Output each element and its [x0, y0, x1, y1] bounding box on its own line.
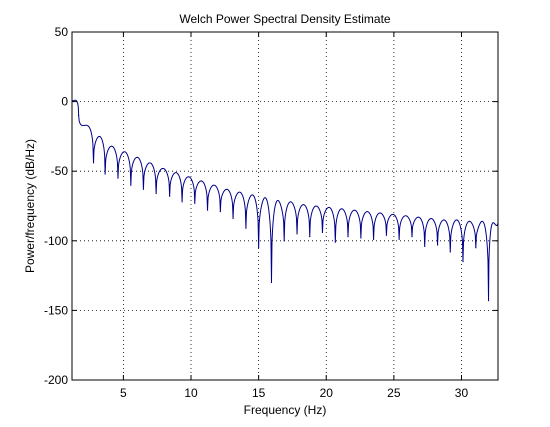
spectral-null-point [104, 173, 106, 175]
y-tick-label: -100 [44, 234, 68, 248]
y-tick-label: -150 [44, 303, 68, 317]
spectral-null-point [347, 236, 349, 238]
tick-marks [72, 31, 498, 381]
spectral-null-point [155, 192, 157, 195]
y-axis-label: Power/frequency (dB/Hz) [23, 139, 37, 273]
spectral-null-point [475, 247, 477, 249]
spectral-null-point [283, 240, 285, 242]
spectral-null-point [169, 195, 171, 197]
plot-frame [71, 31, 499, 381]
spectral-null-point [424, 245, 426, 247]
x-tick-label: 15 [252, 386, 266, 400]
spectral-null-point [385, 234, 388, 236]
spectral-null-point [487, 300, 490, 302]
spectral-null-point [117, 177, 119, 179]
series-group [71, 99, 499, 302]
plot-area [72, 32, 498, 380]
spectral-null-point [194, 202, 196, 204]
y-tick-label: 50 [55, 25, 69, 39]
spectral-null-point [321, 231, 324, 234]
spectral-null-point [232, 217, 234, 220]
y-tick-label: -200 [44, 373, 68, 387]
spectral-null-point [219, 210, 221, 213]
spectral-null-point [372, 238, 375, 241]
spectral-null-point [142, 188, 145, 190]
spectral-null-point [411, 236, 413, 238]
spectral-null-point [270, 281, 273, 284]
spectral-null-point [309, 236, 311, 238]
spectral-null-point [334, 241, 336, 243]
x-tick-label: 20 [320, 386, 334, 400]
x-tick-label: 10 [184, 386, 198, 400]
grid-lines [72, 32, 498, 380]
spectral-null-point [92, 162, 95, 164]
tick-labels: 5 10 15 20 25 30 50 0 -50 -100 -150 -200 [44, 25, 469, 400]
spectral-null-point [462, 261, 464, 263]
y-tick-label: -50 [51, 164, 69, 178]
spectral-null-point [436, 244, 439, 246]
spectral-null-point [206, 209, 209, 211]
spectral-null-point [181, 201, 183, 203]
x-tick-label: 25 [387, 386, 401, 400]
y-tick-label: 0 [61, 95, 68, 109]
spectral-null-point [245, 227, 247, 229]
x-tick-label: 30 [455, 386, 469, 400]
x-tick-label: 5 [120, 386, 127, 400]
spectral-null-point [398, 238, 400, 241]
spectral-null-point [449, 251, 451, 253]
spectral-null-point [258, 247, 260, 249]
spectral-null-point [78, 114, 80, 117]
spectral-null-point [130, 184, 132, 186]
spectral-null-point [360, 237, 362, 239]
chart-title: Welch Power Spectral Density Estimate [179, 12, 391, 26]
x-axis-label: Frequency (Hz) [244, 403, 327, 417]
spectral-null-point [296, 233, 298, 235]
